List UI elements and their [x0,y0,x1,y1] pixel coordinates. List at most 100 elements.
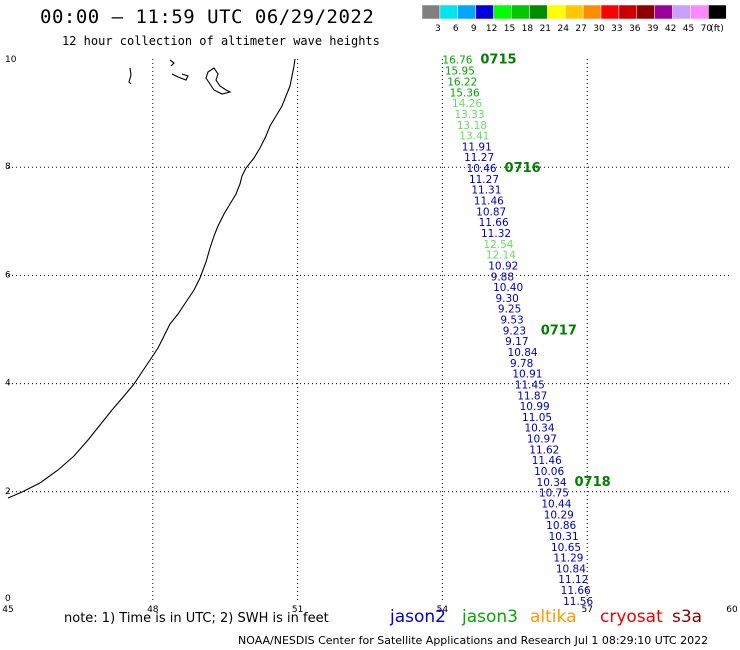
lon-tick-label: 54 [437,605,449,615]
pass-time-label: 0716 [505,161,541,176]
wave-height-value: 10.44 [541,498,571,510]
lat-tick-label: 2 [5,487,11,497]
wave-height-value: 11.27 [464,152,494,164]
legend-label: 36 [629,24,641,34]
wave-height-value: 10.87 [476,206,506,218]
page-subtitle: 12 hour collection of altimeter wave hei… [62,34,380,48]
wave-height-value: 10.46 [467,163,497,175]
lon-tick-label: 57 [581,605,592,615]
wave-height-value: 11.05 [522,412,552,424]
legend-label: 39 [647,24,659,34]
pass-time-label: 0715 [480,52,516,67]
wave-height-value: 9.25 [498,304,521,316]
wave-height-value: 12.54 [483,239,513,251]
wave-height-value: 11.31 [471,185,501,197]
satellite-jason3: jason3 [462,607,518,627]
lon-tick-label: 45 [2,605,13,615]
wave-height-value: 11.32 [481,228,511,240]
island [128,67,132,85]
island [169,59,175,67]
legend-swatch [708,4,727,20]
legend-label: 18 [522,24,534,34]
wave-height-value: 13.41 [459,131,489,143]
wave-height-value: 13.33 [454,109,484,121]
lat-tick-label: 4 [5,379,11,389]
legend-label: 24 [557,24,569,34]
wave-height-value: 10.40 [493,282,523,294]
wave-height-value: 15.95 [445,66,475,78]
wave-height-value: 11.56 [563,596,593,608]
wave-height-value: 10.31 [549,531,579,543]
footer-note: note: 1) Time is in UTC; 2) SWH is in fe… [64,611,329,626]
legend-unit: (ft) [710,24,724,34]
lon-tick-label: 51 [292,605,303,615]
legend-label: 12 [486,24,497,34]
lat-tick-label: 0 [5,594,11,604]
wave-height-value: 16.76 [442,54,472,66]
wave-height-value: 9.78 [510,358,533,370]
wave-height-value: 11.29 [553,553,583,565]
legend-label: 33 [611,24,622,34]
legend-label: 27 [575,24,586,34]
legend-label: 21 [540,24,551,34]
wave-height-value: 10.06 [534,466,564,478]
wave-height-value: 16.22 [447,77,477,89]
wave-height-value: 10.86 [546,520,576,532]
wave-height-value: 10.75 [539,488,569,500]
legend-label: 70 [701,24,713,34]
lat-tick-label: 10 [5,55,17,65]
lon-tick-label: 60 [726,605,738,615]
wave-height-value: 11.45 [515,379,545,391]
wave-height-value: 14.26 [452,98,482,110]
wave-height-value: 15.36 [450,87,480,99]
coastline [7,58,296,499]
wave-height-value: 10.84 [556,563,586,575]
wave-height-value: 9.30 [495,293,518,305]
lat-tick-label: 6 [5,270,11,280]
wave-height-value: 11.12 [558,574,588,586]
wave-height-value: 11.87 [517,390,547,402]
legend-label: 15 [504,24,515,34]
satellite-altika: altika [530,607,577,627]
footer-credit: NOAA/NESDIS Center for Satellite Applica… [238,634,709,647]
wave-height-value: 10.91 [512,369,542,381]
wave-height-value: 9.88 [491,271,514,283]
wave-height-value: 11.91 [462,141,492,153]
lat-tick-label: 8 [5,162,11,172]
wave-height-value: 10.84 [508,347,538,359]
wave-height-value: 10.34 [537,477,567,489]
wave-height-value: 13.18 [457,120,487,132]
wave-height-value: 11.62 [529,444,559,456]
island [205,67,232,95]
wave-height-value: 10.29 [544,509,574,521]
legend-label: 42 [665,24,676,34]
wave-height-value: 10.34 [524,423,554,435]
satellite-cryosat: cryosat [600,607,663,627]
legend-label: 9 [471,24,477,34]
lon-tick-label: 48 [147,605,159,615]
satellite-jason2: jason2 [390,607,446,627]
wave-height-value: 9.53 [500,315,523,327]
legend-label: 30 [593,24,605,34]
satellite-s3a: s3a [672,607,703,627]
legend-label: 6 [453,24,459,34]
wave-height-value: 10.92 [488,260,518,272]
color-legend: 3 6 9 12 15 18 21 24 27 30 33 36 39 42 45 70(ft) [421,4,727,34]
wave-height-value: 10.65 [551,542,581,554]
wave-height-value: 9.17 [505,336,528,348]
wave-height-value: 10.97 [527,434,557,446]
wave-height-value: 11.46 [532,455,562,467]
legend-label: 3 [435,24,441,34]
wave-height-value: 11.66 [479,217,509,229]
pass-time-label: 0718 [575,475,611,490]
wave-height-value: 10.99 [520,401,550,413]
wave-height-value: 9.23 [503,325,526,337]
page-title: 00:00 – 11:59 UTC 06/29/2022 [40,6,375,28]
island [171,73,189,81]
pass-time-label: 0717 [541,323,577,338]
legend-label: 45 [683,24,694,34]
wave-height-value: 11.66 [561,585,591,597]
wave-height-value: 11.27 [469,174,499,186]
